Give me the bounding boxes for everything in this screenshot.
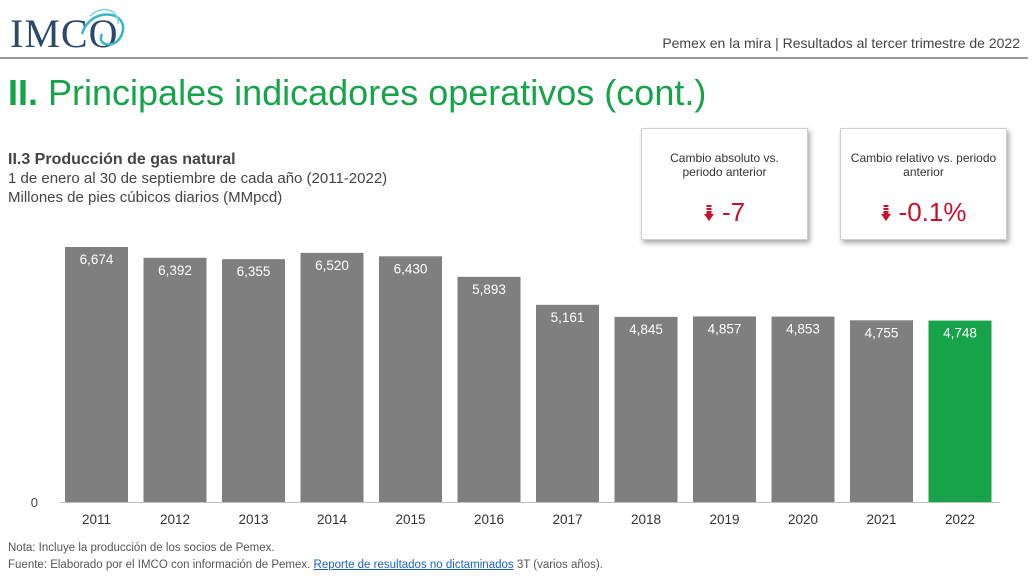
data-label-2020: 4,853 <box>786 322 820 337</box>
bar-2020 <box>771 316 835 502</box>
logo-swirl-icon <box>80 8 125 46</box>
data-label-2018: 4,845 <box>629 322 663 337</box>
data-label-2022: 4,748 <box>943 326 977 341</box>
x-tick-label-2021: 2021 <box>866 512 896 527</box>
x-tick-label-2011: 2011 <box>82 512 111 527</box>
gas-production-bar-chart: 0 6,674 2011 6,392 2012 6,355 2013 6,520 2014 6,4… <box>31 247 1000 527</box>
logo-text: IMCO <box>10 11 119 56</box>
bar-2016 <box>457 276 521 502</box>
bar-2012 <box>143 257 207 502</box>
bar-2014 <box>300 252 364 502</box>
footnotes: Nota: Incluye la producción de los socio… <box>8 540 603 574</box>
section-numeral: II. <box>8 72 39 113</box>
kpi-card-absolute-change: Cambio absoluto vs. periodo anterior -7 <box>641 128 808 240</box>
x-tick-label-2020: 2020 <box>788 512 818 527</box>
kpi-label: Cambio absoluto vs. periodo anterior <box>670 151 779 179</box>
bar-2022 <box>928 320 992 502</box>
header-report-title: Pemex en la mira | Resultados al tercer … <box>662 35 1020 51</box>
data-label-2011: 6,674 <box>80 252 114 267</box>
chart-heading: II.3 Producción de gas natural 1 de ener… <box>8 150 387 207</box>
chart-subtitle-units: Millones de pies cúbicos diarios (MMpcd) <box>8 189 283 206</box>
x-tick-label-2022: 2022 <box>945 512 975 527</box>
data-label-2021: 4,755 <box>865 325 899 340</box>
x-tick-label-2014: 2014 <box>317 512 348 527</box>
section-title: Principales indicadores operativos (cont… <box>48 72 707 113</box>
page-title: II. Principales indicadores operativos (c… <box>8 72 706 114</box>
chart-subtitle-period: 1 de enero al 30 de septiembre de cada a… <box>8 170 388 187</box>
source-report-link[interactable]: Reporte de resultados no dictaminados <box>313 559 514 571</box>
kpi-value: -0.1% <box>898 197 967 227</box>
data-label-2019: 4,857 <box>708 321 742 336</box>
kpi-card-relative-change: Cambio relativo vs. periodo anterior -0.… <box>840 128 1007 240</box>
data-label-2016: 5,893 <box>472 282 506 297</box>
chart-title: II.3 Producción de gas natural <box>8 151 236 168</box>
bar-2011 <box>65 247 128 502</box>
source-prefix: Fuente: Elaborado por el IMCO con inform… <box>8 559 314 571</box>
down-arrow-icon <box>703 204 714 221</box>
kpi-value: -7 <box>721 197 746 227</box>
bar-2019 <box>693 316 756 502</box>
bar-2018 <box>614 316 678 502</box>
imco-logo: IMCO <box>10 4 140 56</box>
note-text: Nota: Incluye la producción de los socio… <box>8 542 275 554</box>
data-label-2012: 6,392 <box>158 263 192 278</box>
x-tick-label-2012: 2012 <box>160 512 190 527</box>
x-tick-label-2017: 2017 <box>552 512 582 527</box>
bar-2017 <box>536 304 599 502</box>
data-label-2013: 6,355 <box>237 264 271 279</box>
x-tick-label-2015: 2015 <box>395 512 425 527</box>
x-tick-label-2013: 2013 <box>238 512 268 527</box>
source-suffix: 3T (varios años). <box>513 559 603 571</box>
header-divider <box>0 57 1028 59</box>
data-label-2017: 5,161 <box>551 310 585 325</box>
bar-2015 <box>379 256 442 502</box>
x-tick-label-2019: 2019 <box>709 512 739 527</box>
bar-2013 <box>222 259 285 502</box>
data-label-2015: 6,430 <box>394 261 428 276</box>
y-tick-label: 0 <box>31 495 38 510</box>
kpi-label: Cambio relativo vs. periodo anterior <box>850 151 997 179</box>
x-tick-label-2018: 2018 <box>631 512 661 527</box>
x-tick-label-2016: 2016 <box>474 512 504 527</box>
bar-2021 <box>850 320 913 502</box>
data-label-2014: 6,520 <box>315 258 349 273</box>
down-arrow-icon <box>880 204 891 221</box>
source-text: Fuente: Elaborado por el IMCO con inform… <box>8 557 603 574</box>
